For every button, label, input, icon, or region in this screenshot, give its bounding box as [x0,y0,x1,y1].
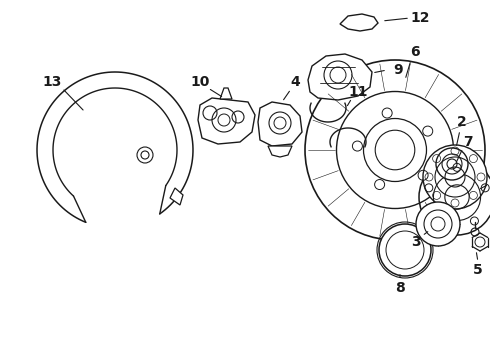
Circle shape [436,148,468,180]
Text: 10: 10 [190,75,210,89]
Polygon shape [198,98,255,144]
Text: 9: 9 [393,63,403,77]
Text: 4: 4 [290,75,300,89]
Text: 2: 2 [457,115,467,129]
Polygon shape [340,14,378,31]
Polygon shape [308,54,372,100]
Polygon shape [220,88,232,99]
Polygon shape [170,188,183,205]
Circle shape [379,224,431,276]
Circle shape [305,60,485,240]
Text: 12: 12 [410,11,430,25]
Text: 6: 6 [410,45,420,59]
Circle shape [423,145,487,209]
Text: 3: 3 [411,235,421,249]
Text: 7: 7 [463,135,473,149]
Polygon shape [268,146,292,157]
Text: 11: 11 [348,85,368,99]
Polygon shape [258,102,302,146]
Circle shape [419,159,490,235]
Circle shape [416,202,460,246]
Text: 13: 13 [42,75,62,89]
Text: 8: 8 [395,281,405,295]
Text: 5: 5 [473,263,483,277]
